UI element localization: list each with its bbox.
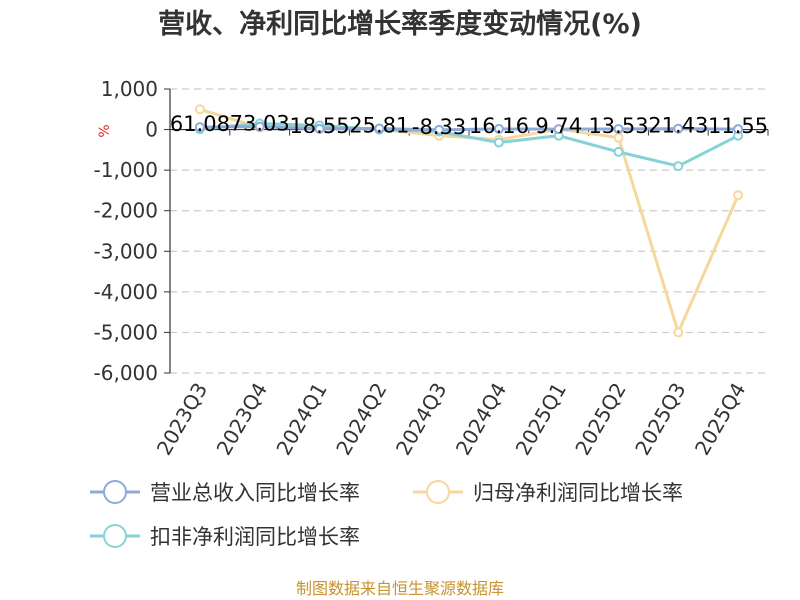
data-source-note: 制图数据来自恒生聚源数据库 <box>296 579 504 598</box>
y-tick-label: -4,000 <box>94 280 158 304</box>
data-point[interactable] <box>194 122 205 133</box>
series-line <box>199 125 739 132</box>
x-tick-label: 2024Q4 <box>451 379 511 460</box>
x-tick-label: 2024Q1 <box>271 379 331 460</box>
y-tick-label: -5,000 <box>94 320 158 344</box>
data-label: 11.55 <box>708 114 768 138</box>
x-axis: 2023Q3 2023Q4 2024Q1 2024Q2 2024Q3 2024Q4 2025… <box>152 128 769 460</box>
data-point[interactable] <box>673 327 684 338</box>
y-axis-unit: % <box>97 124 113 137</box>
y-tick-label: -2,000 <box>94 199 158 223</box>
data-label: 16.16 <box>469 114 529 138</box>
data-labels: 61.08 73.03 18.55 25.81 -8.33 16.16 9.74 13.53 2… <box>170 112 768 139</box>
legend-marker <box>103 480 127 504</box>
series-line <box>199 121 739 168</box>
legend-item-0[interactable]: 营业总收入同比增长率 <box>90 480 360 505</box>
legend-marker <box>426 480 450 504</box>
data-label: 61.08 <box>170 112 230 136</box>
data-point[interactable] <box>314 123 325 134</box>
x-tick-label: 2023Q4 <box>212 379 272 460</box>
data-point[interactable] <box>613 146 624 157</box>
data-label: 25.81 <box>349 114 409 138</box>
x-tick-label: 2024Q2 <box>331 379 391 460</box>
data-label: 9.74 <box>535 114 582 138</box>
series-0 <box>194 121 744 135</box>
data-point[interactable] <box>493 137 504 148</box>
x-tick-label: 2024Q3 <box>391 378 451 459</box>
data-point[interactable] <box>733 124 744 135</box>
series-line <box>199 107 740 334</box>
data-point[interactable] <box>613 124 624 135</box>
legend-label: 营业总收入同比增长率 <box>150 481 360 505</box>
data-label: 18.55 <box>289 114 349 138</box>
x-tick-label: 2025Q3 <box>630 379 690 460</box>
y-tick-label: -1,000 <box>94 158 158 182</box>
x-tick-label: 2025Q4 <box>690 379 750 460</box>
y-tick-label: -3,000 <box>94 239 158 263</box>
x-tick-label: 2023Q3 <box>152 379 212 460</box>
data-point[interactable] <box>493 123 504 134</box>
data-point[interactable] <box>673 123 684 134</box>
x-tick-label: 2025Q2 <box>570 379 630 460</box>
legend-label: 归母净利润同比增长率 <box>473 481 683 505</box>
data-point[interactable] <box>374 123 385 134</box>
legend-label: 扣非净利润同比增长率 <box>150 525 360 549</box>
series-1 <box>194 104 744 338</box>
series-lines <box>194 104 744 338</box>
y-tick-label: 0 <box>145 118 158 142</box>
data-point[interactable] <box>673 161 684 172</box>
chart-title: 营收、净利同比增长率季度变动情况(%) <box>158 8 642 40</box>
legend-item-1[interactable]: 归母净利润同比增长率 <box>413 480 683 505</box>
data-label: -8.33 <box>412 115 466 139</box>
x-tick-label: 2025Q1 <box>511 379 571 460</box>
legend-marker <box>103 524 127 548</box>
legend-item-2[interactable]: 扣非净利润同比增长率 <box>90 524 360 549</box>
data-label: 73.03 <box>230 112 290 136</box>
data-label: 13.53 <box>588 114 648 138</box>
data-point[interactable] <box>194 104 205 115</box>
data-point[interactable] <box>254 121 265 132</box>
data-point[interactable] <box>553 124 564 135</box>
y-axis: 1,000 0 -1,000 -2,000 -3,000 -4,000 -5,000 -6,0… <box>94 77 171 385</box>
data-point[interactable] <box>733 190 744 201</box>
y-tick-label: -6,000 <box>94 361 158 385</box>
data-label: 21.43 <box>648 114 708 138</box>
data-point[interactable] <box>434 124 445 135</box>
y-tick-label: 1,000 <box>101 77 158 101</box>
gridlines <box>170 88 768 374</box>
